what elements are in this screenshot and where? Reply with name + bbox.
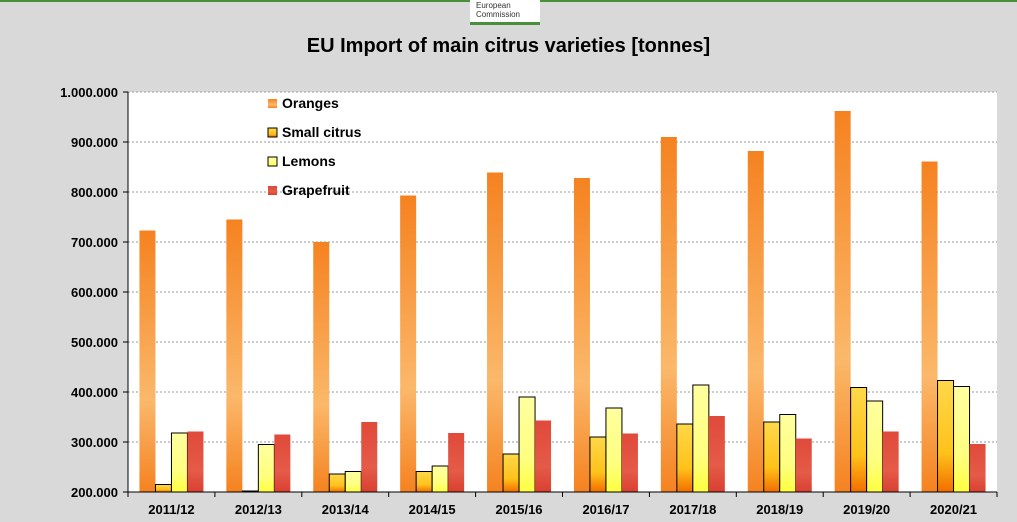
x-tick-label: 2017/18 [669,502,716,517]
bar-oranges-2013-14 [313,242,330,492]
x-axis-ticks: 2011/12 2012/13 2013/14 2014/15 2015/16 2016/… [127,492,998,517]
bar-grapefruit-2018-19 [795,438,812,492]
bar-small-citrus-2020-21 [937,380,955,493]
bar-small-citrus-2014-15 [415,471,433,493]
x-tick-label: 2014/15 [409,502,456,517]
bar-lemons-2013-14 [344,471,362,493]
bar-grapefruit-2020-21 [969,444,986,492]
bar-grapefruit-2016-17 [621,433,638,492]
y-tick-label: 700.000 [71,235,118,250]
legend-swatch-grapefruit [268,186,277,195]
y-tick-label: 300.000 [71,435,118,450]
legend-label-lemons: Lemons [282,153,336,169]
x-tick-label: 2018/19 [756,502,803,517]
bar-small-citrus-2019-20 [850,387,868,493]
legend: Oranges Small citrus Lemons Grapefruit [267,95,362,198]
bar-lemons-2014-15 [431,465,449,493]
bar-small-citrus-2015-16 [502,453,520,493]
logo-line-1: European [476,1,511,10]
bar-grapefruit-2019-20 [882,431,899,492]
bar-grapefruit-2015-16 [535,420,552,492]
legend-swatch-lemons [267,156,278,167]
bar-lemons-2012-13 [257,444,275,493]
y-axis-ticks: 200.000 300.000 400.000 500.000 600.000 700.0… [60,85,128,500]
bar-small-citrus-2017-18 [676,423,694,493]
x-tick-label: 2019/20 [843,502,890,517]
x-tick-label: 2020/21 [930,502,977,517]
y-tick-label: 500.000 [71,335,118,350]
bar-grapefruit-2011-12 [187,431,204,492]
y-tick-label: 900.000 [71,135,118,150]
bar-oranges-2015-16 [487,172,504,492]
legend-swatch-small-citrus [267,127,278,138]
legend-label-grapefruit: Grapefruit [282,182,350,198]
bar-grapefruit-2012-13 [274,434,291,492]
european-commission-logo: European Commission [470,0,540,25]
bar-small-citrus-2013-14 [328,473,346,493]
bar-oranges-2020-21 [921,161,938,492]
bar-small-citrus-2011-12 [154,484,172,493]
bar-small-citrus-2018-19 [763,421,781,493]
x-tick-label: 2016/17 [582,502,629,517]
bar-lemons-2017-18 [692,384,710,493]
chart-title: EU Import of main citrus varieties [tonn… [306,35,711,57]
bar-small-citrus-2016-17 [589,436,607,493]
bar-lemons-2015-16 [518,396,536,493]
x-tick-label: 2015/16 [496,502,543,517]
bar-lemons-2018-19 [779,414,797,493]
bar-grapefruit-2014-15 [448,433,465,492]
x-tick-label: 2011/12 [148,502,194,517]
x-tick-label: 2013/14 [322,502,370,517]
bar-oranges-2019-20 [834,111,851,492]
bar-oranges-2017-18 [660,137,677,492]
bar-lemons-2016-17 [605,407,623,493]
bar-oranges-2014-15 [400,195,417,492]
legend-label-small-citrus: Small citrus [282,124,362,140]
bar-lemons-2019-20 [866,400,884,493]
y-tick-label: 200.000 [71,485,118,500]
logo-line-2: Commission [476,10,521,19]
bar-lemons-2020-21 [953,386,971,493]
legend-swatch-oranges [268,99,277,108]
y-tick-label: 600.000 [71,285,118,300]
bars [139,111,986,493]
y-tick-label: 400.000 [71,385,118,400]
bar-oranges-2018-19 [747,151,764,492]
bar-grapefruit-2017-18 [708,416,725,492]
bar-grapefruit-2013-14 [361,422,378,492]
bar-oranges-2012-13 [226,219,243,492]
y-tick-label: 800.000 [71,185,118,200]
bar-oranges-2016-17 [573,178,590,492]
y-tick-label: 1.000.000 [60,85,118,100]
bar-lemons-2011-12 [170,432,188,493]
legend-label-oranges: Oranges [282,95,339,111]
x-tick-label: 2012/13 [235,502,282,517]
bar-oranges-2011-12 [139,230,156,492]
